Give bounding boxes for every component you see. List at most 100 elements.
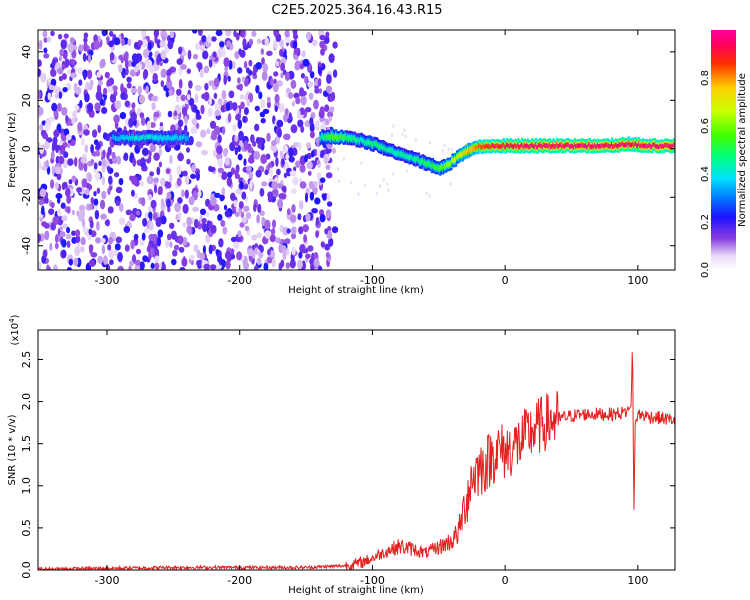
noise-blob <box>386 182 389 186</box>
noise-blob <box>391 172 395 176</box>
noise-blob <box>90 197 95 205</box>
noise-blob <box>441 149 445 153</box>
noise-blob <box>188 196 195 206</box>
noise-blob <box>277 128 282 138</box>
noise-blob <box>44 196 49 204</box>
noise-blob <box>213 203 220 212</box>
noise-blob <box>249 179 253 190</box>
noise-blob <box>95 237 101 244</box>
noise-blob <box>316 172 322 180</box>
noise-blob <box>150 262 155 269</box>
noise-blob <box>96 187 101 194</box>
noise-blob <box>290 188 297 195</box>
noise-blob <box>177 235 184 245</box>
noise-blob <box>177 152 185 162</box>
noise-blob <box>75 235 81 244</box>
noise-blob <box>325 85 332 94</box>
noise-blob <box>227 75 231 82</box>
noise-blob <box>329 106 335 113</box>
noise-blob <box>66 206 71 214</box>
noise-blob <box>324 104 330 112</box>
noise-blob <box>223 204 228 211</box>
noise-blob <box>208 58 213 68</box>
noise-blob <box>144 211 149 221</box>
noise-blob <box>215 249 220 255</box>
noise-blob <box>186 158 191 165</box>
noise-blob <box>101 30 108 37</box>
noise-blob <box>293 47 299 55</box>
noise-blob <box>49 116 55 122</box>
noise-blob <box>179 266 186 270</box>
noise-blob <box>106 151 110 160</box>
noise-blob <box>54 242 59 249</box>
noise-blob <box>188 80 193 89</box>
noise-blob <box>160 215 167 225</box>
noise-blob <box>66 195 72 204</box>
noise-blob <box>58 91 63 99</box>
noise-blob <box>180 94 186 102</box>
noise-blob <box>181 257 188 267</box>
noise-blob <box>266 256 274 264</box>
noise-blob <box>138 94 146 104</box>
noise-blob <box>224 210 231 218</box>
noise-blob <box>141 30 147 39</box>
noise-blob <box>180 64 187 70</box>
noise-blob <box>194 218 199 229</box>
noise-blob <box>214 192 221 199</box>
noise-blob <box>44 122 51 132</box>
noise-blob <box>314 197 321 205</box>
noise-blob <box>52 216 59 226</box>
noise-blob <box>290 79 297 89</box>
noise-blob <box>79 99 83 109</box>
snr-x-axis-label: Height of straight line (km) <box>288 585 424 596</box>
noise-blob <box>38 261 42 270</box>
noise-blob <box>126 220 131 228</box>
noise-blob <box>175 94 180 103</box>
colorbar-tick-label: 0.2 <box>700 214 711 230</box>
noise-blob <box>61 182 66 191</box>
noise-blob <box>63 128 70 136</box>
noise-blob <box>167 110 173 118</box>
noise-blob <box>293 142 300 148</box>
noise-blob <box>253 265 259 270</box>
noise-blob <box>206 220 211 229</box>
noise-blob <box>61 215 68 222</box>
noise-blob <box>186 216 192 227</box>
noise-blob <box>158 262 162 269</box>
noise-blob <box>121 38 125 47</box>
noise-blob <box>176 165 182 176</box>
noise-blob <box>71 117 76 125</box>
noise-blob <box>316 136 320 147</box>
noise-blob <box>222 148 228 157</box>
noise-blob <box>75 86 82 95</box>
noise-blob <box>83 37 88 43</box>
noise-blob <box>66 69 72 75</box>
noise-blob <box>40 165 48 171</box>
noise-blob <box>326 193 331 202</box>
noise-blob <box>319 213 326 223</box>
noise-blob <box>94 209 100 220</box>
noise-blob <box>52 140 57 151</box>
noise-blob <box>322 120 326 131</box>
noise-blob <box>221 171 228 181</box>
spectrogram-signal-track <box>112 128 675 176</box>
noise-blob <box>190 173 197 179</box>
noise-blob <box>325 209 332 219</box>
noise-blob <box>300 90 307 97</box>
noise-blob <box>254 123 260 132</box>
noise-blob <box>165 90 169 98</box>
noise-blob <box>270 77 274 87</box>
noise-blob <box>88 204 93 210</box>
noise-blob <box>233 30 237 37</box>
noise-blob <box>176 177 182 187</box>
noise-blob <box>280 72 284 79</box>
noise-blob <box>327 111 334 118</box>
noise-blob <box>226 176 233 187</box>
noise-blob <box>153 30 160 38</box>
y-tick-label: 0.0 <box>20 561 33 579</box>
noise-blob <box>108 175 113 185</box>
noise-blob <box>104 219 110 226</box>
noise-blob <box>176 88 182 96</box>
noise-blob <box>150 247 155 258</box>
noise-blob <box>57 208 62 217</box>
